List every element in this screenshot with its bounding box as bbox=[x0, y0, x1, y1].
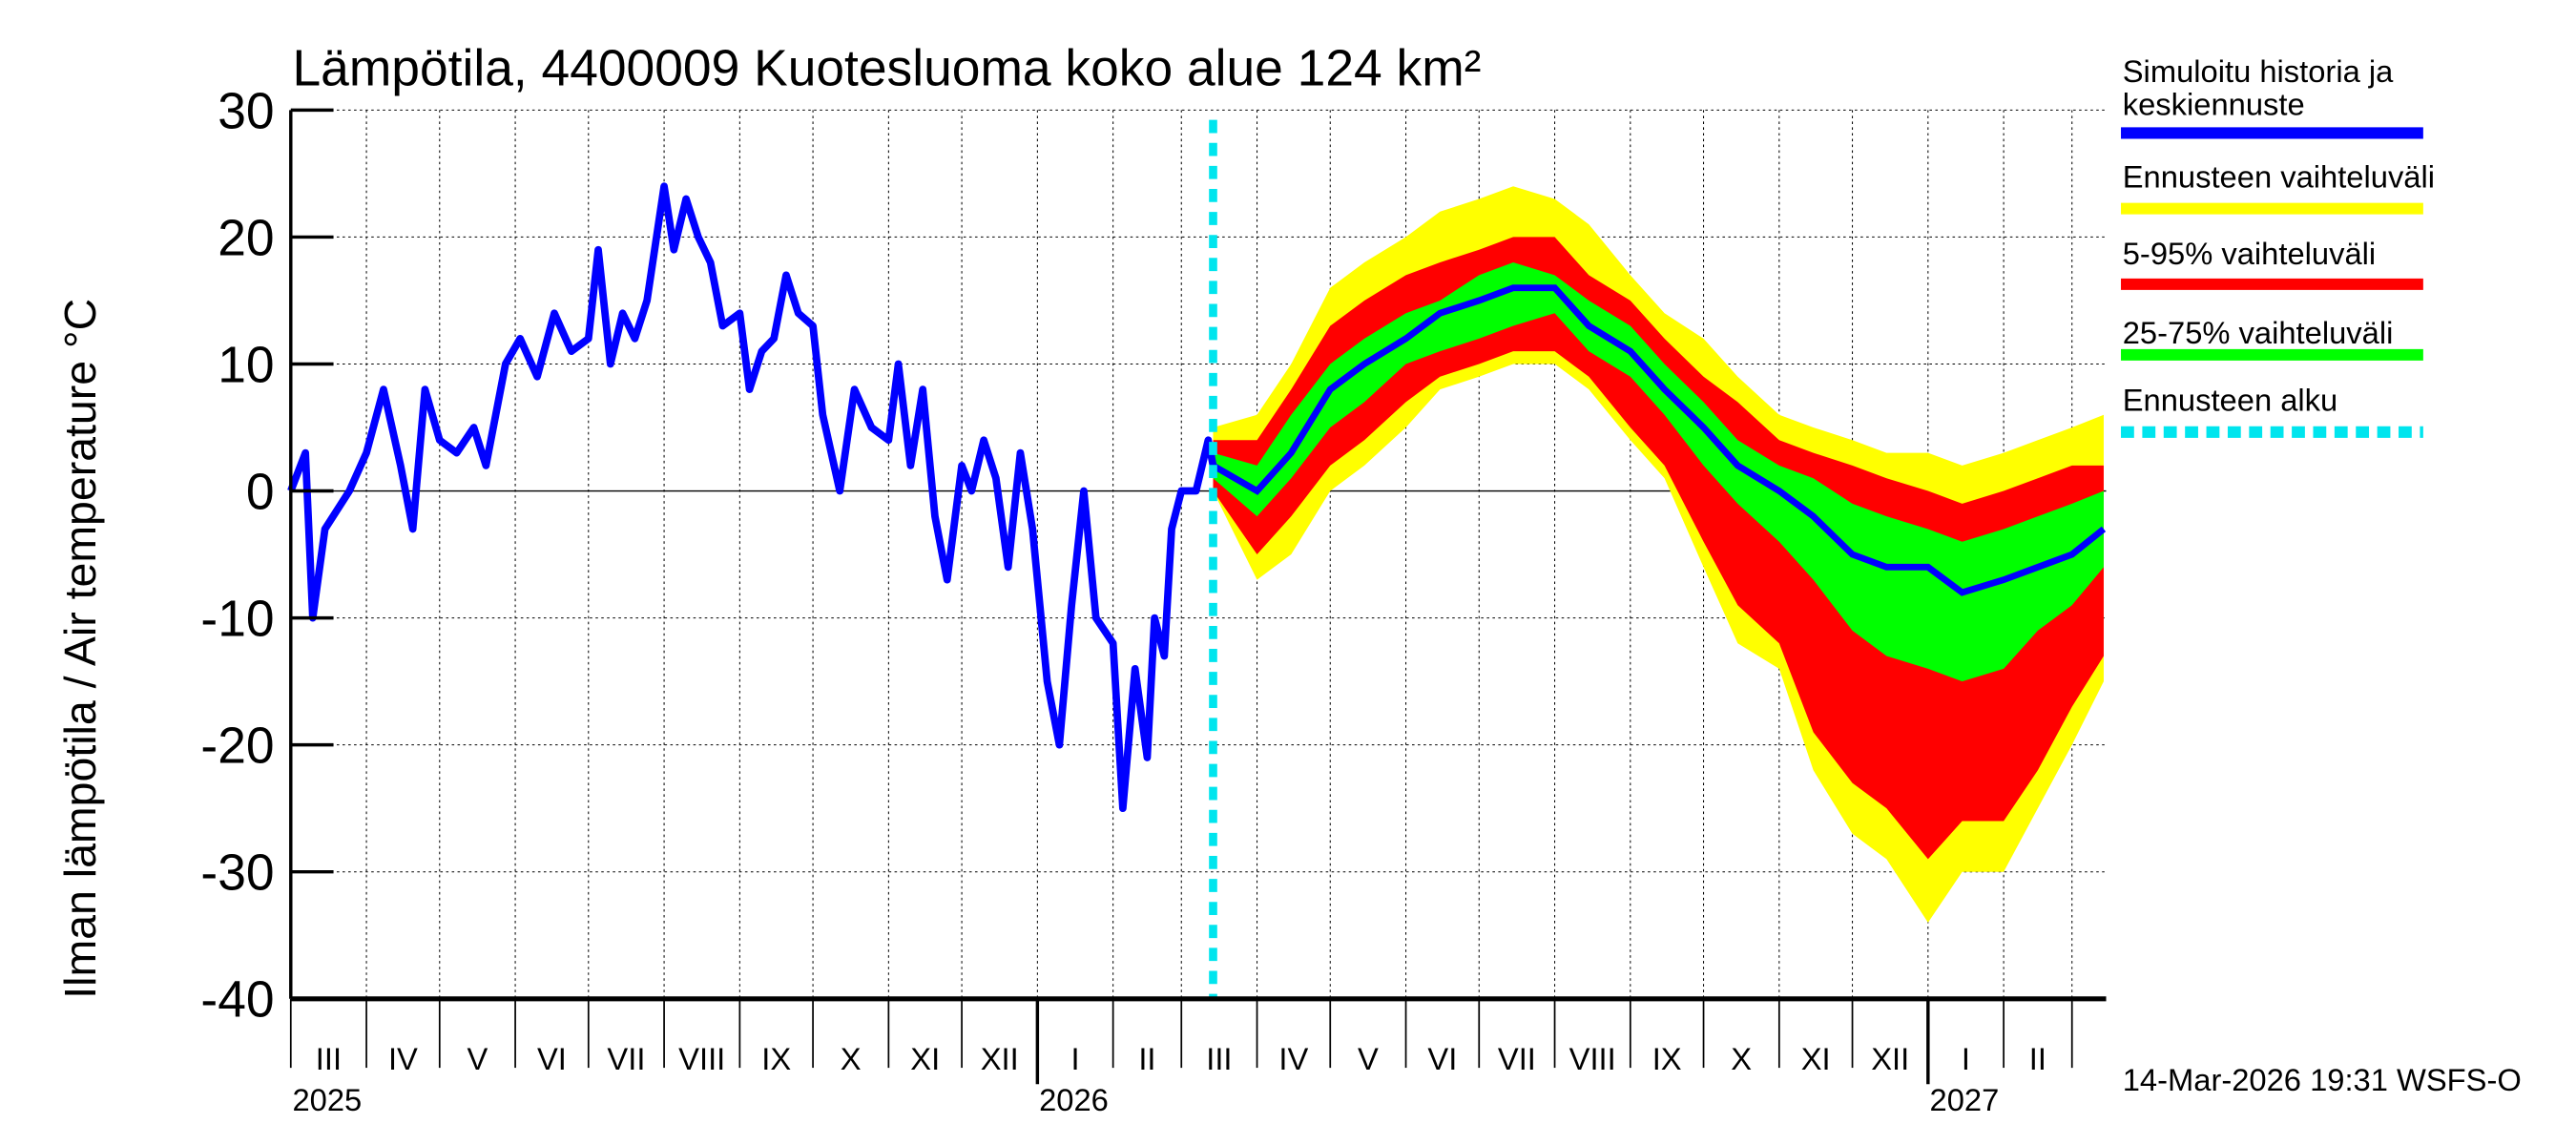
month-label: XI bbox=[1801, 1041, 1831, 1076]
month-label: X bbox=[1731, 1041, 1752, 1076]
month-label: V bbox=[1358, 1041, 1379, 1076]
y-axis-label: Ilman lämpötila / Air temperature °C bbox=[55, 299, 105, 999]
y-tick-label: 30 bbox=[218, 83, 274, 139]
month-label: VI bbox=[537, 1041, 567, 1076]
month-label: VIII bbox=[1569, 1041, 1616, 1076]
series-lines bbox=[287, 119, 2107, 999]
forecast-bands bbox=[1213, 186, 2104, 923]
legend-label: Simuloitu historia ja bbox=[2123, 53, 2394, 89]
month-label: X bbox=[841, 1041, 862, 1076]
y-tick-label: -10 bbox=[200, 592, 274, 648]
year-label: 2025 bbox=[293, 1082, 363, 1117]
chart-title: Lämpötila, 4400009 Kuotesluoma koko alue… bbox=[293, 41, 1482, 97]
band-25-75 bbox=[1213, 262, 2104, 682]
month-label: XII bbox=[981, 1041, 1019, 1076]
month-label: VII bbox=[1498, 1041, 1536, 1076]
month-label: V bbox=[467, 1041, 488, 1076]
history-line bbox=[287, 182, 1217, 813]
month-label: XI bbox=[910, 1041, 940, 1076]
month-label: I bbox=[1962, 1041, 1970, 1076]
legend-label: Ennusteen vaihteluväli bbox=[2123, 158, 2435, 194]
month-label: I bbox=[1070, 1041, 1079, 1076]
legend-label: 25-75% vaihteluväli bbox=[2123, 315, 2394, 350]
legend-label: Ennusteen alku bbox=[2123, 382, 2337, 417]
month-label: VIII bbox=[678, 1041, 725, 1076]
y-tick-label: -40 bbox=[200, 972, 274, 1029]
band-5-95 bbox=[1213, 237, 2104, 860]
y-tick-label: -30 bbox=[200, 845, 274, 902]
month-label: IV bbox=[1278, 1041, 1308, 1076]
month-label: II bbox=[2029, 1041, 2046, 1076]
month-label: II bbox=[1138, 1041, 1155, 1076]
y-tick-label: 20 bbox=[218, 210, 274, 266]
legend-label: keskiennuste bbox=[2123, 87, 2305, 122]
month-label: III bbox=[1206, 1041, 1232, 1076]
month-label: VII bbox=[607, 1041, 645, 1076]
month-label: VI bbox=[1427, 1041, 1457, 1076]
year-label: 2026 bbox=[1039, 1082, 1109, 1117]
month-label: IV bbox=[388, 1041, 418, 1076]
legend-label: 5-95% vaihteluväli bbox=[2123, 236, 2376, 271]
y-tick-label: 10 bbox=[218, 337, 274, 393]
footer-timestamp: 14-Mar-2026 19:31 WSFS-O bbox=[2123, 1062, 2522, 1097]
y-tick-label: 0 bbox=[246, 464, 275, 520]
median-forecast-line bbox=[1211, 284, 2107, 596]
month-label: IX bbox=[1652, 1041, 1682, 1076]
y-tick-label: -20 bbox=[200, 718, 274, 775]
month-label: IX bbox=[761, 1041, 791, 1076]
month-label: III bbox=[316, 1041, 342, 1076]
month-label: XII bbox=[1871, 1041, 1909, 1076]
year-label: 2027 bbox=[1930, 1082, 2000, 1117]
